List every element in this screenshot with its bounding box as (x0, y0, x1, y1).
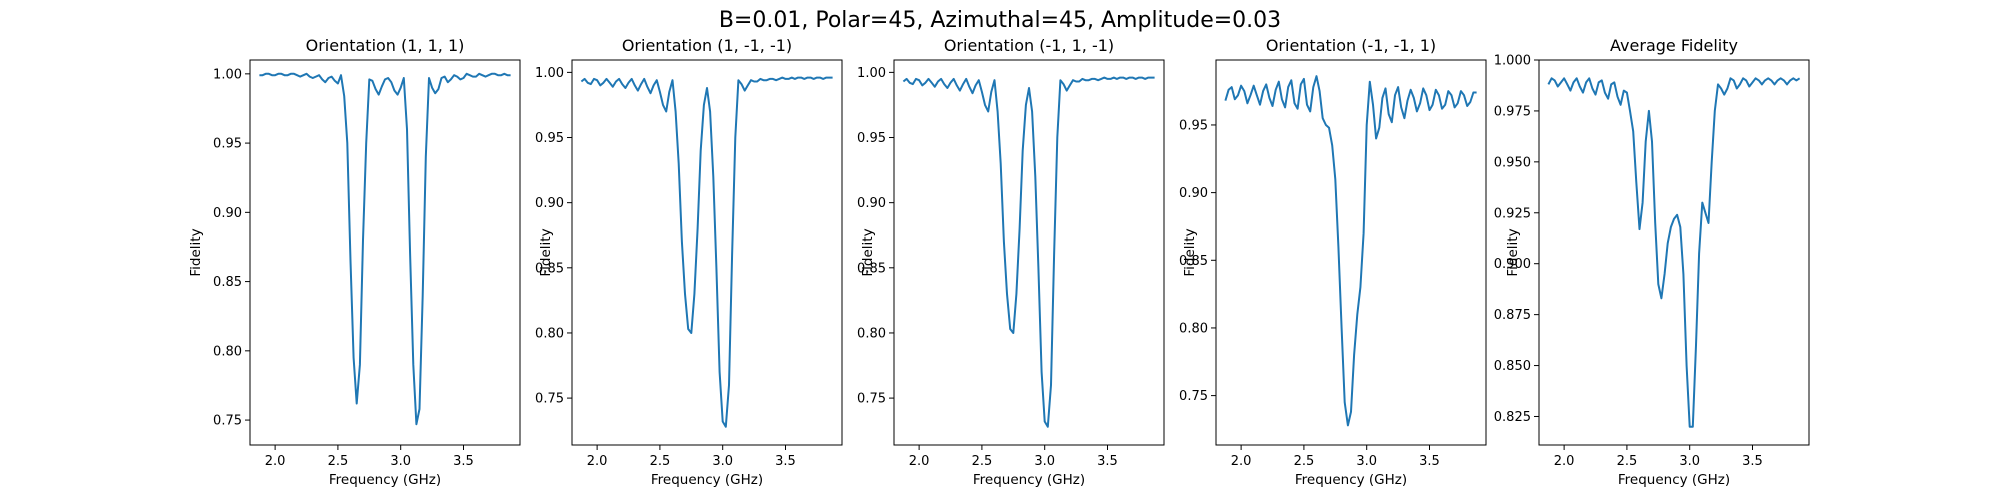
x-tick-label: 3.5 (453, 454, 474, 469)
y-tick-label: 1.00 (535, 66, 564, 81)
fidelity-series-line (1224, 75, 1477, 427)
y-tick-label: 0.85 (857, 261, 886, 276)
x-tick-label: 3.5 (1742, 454, 1763, 469)
x-axis-label: Frequency (GHz) (973, 472, 1085, 488)
y-tick-label: 0.95 (857, 131, 886, 146)
x-tick-label: 3.0 (1679, 454, 1700, 469)
y-tick-label: 0.75 (1179, 389, 1208, 404)
subplot-4: Orientation (-1, -1, 1) 2.0 2.5 3.0 3.5 0.75 0… (1179, 36, 1487, 488)
plot-area-frame (893, 59, 1165, 446)
y-tick-label: 0.975 (1494, 104, 1531, 119)
y-tick-label: 0.85 (213, 275, 242, 290)
y-tick-label: 0.825 (1494, 410, 1531, 425)
y-tick-label: 0.75 (535, 392, 564, 407)
y-tick-label: 0.95 (535, 131, 564, 146)
y-axis-label: Fidelity (1505, 228, 1521, 276)
subplot-2: Orientation (1, -1, -1) 2.0 2.5 3.0 3.5 0.75 0… (535, 36, 843, 488)
subplot-title: Orientation (-1, 1, -1) (944, 36, 1114, 55)
x-tick-label: 2.5 (972, 454, 993, 469)
plot-area-frame (571, 59, 843, 446)
x-axis-label: Frequency (GHz) (1295, 472, 1407, 488)
subplot-title: Orientation (1, 1, 1) (306, 36, 465, 55)
x-tick-label: 3.5 (775, 454, 796, 469)
x-tick-label: 2.0 (265, 454, 286, 469)
y-tick-label: 0.80 (857, 326, 886, 341)
x-axis-label: Frequency (GHz) (651, 472, 763, 488)
x-tick-label: 2.5 (1294, 454, 1315, 469)
x-tick-label: 2.0 (909, 454, 930, 469)
y-axis-label: Fidelity (188, 228, 204, 276)
y-tick-label: 0.95 (1179, 118, 1208, 133)
x-tick-label: 3.0 (1356, 454, 1377, 469)
plot-area-frame (1215, 59, 1487, 446)
subplot-title: Orientation (-1, -1, 1) (1266, 36, 1436, 55)
y-tick-label: 1.00 (857, 66, 886, 81)
fidelity-series-line (1547, 77, 1801, 428)
y-tick-label: 0.90 (535, 196, 564, 211)
x-tick-label: 3.0 (1034, 454, 1055, 469)
y-tick-label: 0.80 (535, 326, 564, 341)
x-tick-label: 2.5 (328, 454, 349, 469)
y-tick-label: 0.90 (857, 196, 886, 211)
y-tick-label: 0.90 (1179, 186, 1208, 201)
fidelity-series-line (902, 76, 1155, 428)
x-axis-label: Frequency (GHz) (1618, 472, 1730, 488)
x-tick-label: 3.5 (1097, 454, 1118, 469)
y-tick-label: 0.850 (1494, 359, 1531, 374)
y-tick-label: 0.85 (535, 261, 564, 276)
subplot-title: Average Fidelity (1610, 36, 1738, 55)
y-tick-label: 0.75 (213, 414, 242, 429)
y-tick-label: 0.75 (857, 392, 886, 407)
x-tick-label: 3.0 (390, 454, 411, 469)
y-tick-label: 0.90 (213, 206, 242, 221)
y-tick-label: 0.80 (213, 344, 242, 359)
x-axis-label: Frequency (GHz) (329, 472, 441, 488)
x-tick-label: 2.5 (1617, 454, 1638, 469)
x-tick-label: 2.0 (1231, 454, 1252, 469)
x-tick-label: 2.0 (587, 454, 608, 469)
y-tick-label: 1.00 (213, 67, 242, 82)
y-tick-label: 0.925 (1494, 206, 1531, 221)
subplot-5: Average Fidelity 2.0 2.5 3.0 3.5 0.825 0.850 0.… (1494, 36, 1810, 488)
figure-suptitle: B=0.01, Polar=45, Azimuthal=45, Amplitud… (719, 8, 1281, 33)
x-tick-label: 2.0 (1554, 454, 1575, 469)
subplot-1: Orientation (1, 1, 1) 2.0 2.5 3.0 3.5 0.75 0.8… (188, 36, 521, 488)
subplot-title: Orientation (1, -1, -1) (622, 36, 792, 55)
fidelity-series-line (580, 76, 833, 428)
x-tick-label: 3.0 (712, 454, 733, 469)
y-tick-label: 0.85 (1179, 254, 1208, 269)
subplot-3: Orientation (-1, 1, -1) 2.0 2.5 3.0 3.5 0.75 0… (857, 36, 1165, 488)
subplots: Orientation (1, 1, 1) 2.0 2.5 3.0 3.5 0.75 0.8… (188, 36, 1810, 488)
y-tick-label: 0.950 (1494, 155, 1531, 170)
y-tick-label: 0.900 (1494, 257, 1531, 272)
y-axis-label: Fidelity (1182, 228, 1198, 276)
y-tick-label: 0.95 (213, 137, 242, 152)
x-tick-label: 2.5 (650, 454, 671, 469)
x-tick-label: 3.5 (1419, 454, 1440, 469)
y-tick-label: 0.80 (1179, 321, 1208, 336)
y-axis-label: Fidelity (538, 228, 554, 276)
fidelity-series-line (259, 72, 511, 426)
y-axis-label: Fidelity (860, 228, 876, 276)
y-tick-label: 0.875 (1494, 308, 1531, 323)
plot-area-frame (249, 59, 521, 446)
plot-area-frame (1538, 59, 1810, 446)
y-tick-label: 1.000 (1494, 54, 1531, 69)
